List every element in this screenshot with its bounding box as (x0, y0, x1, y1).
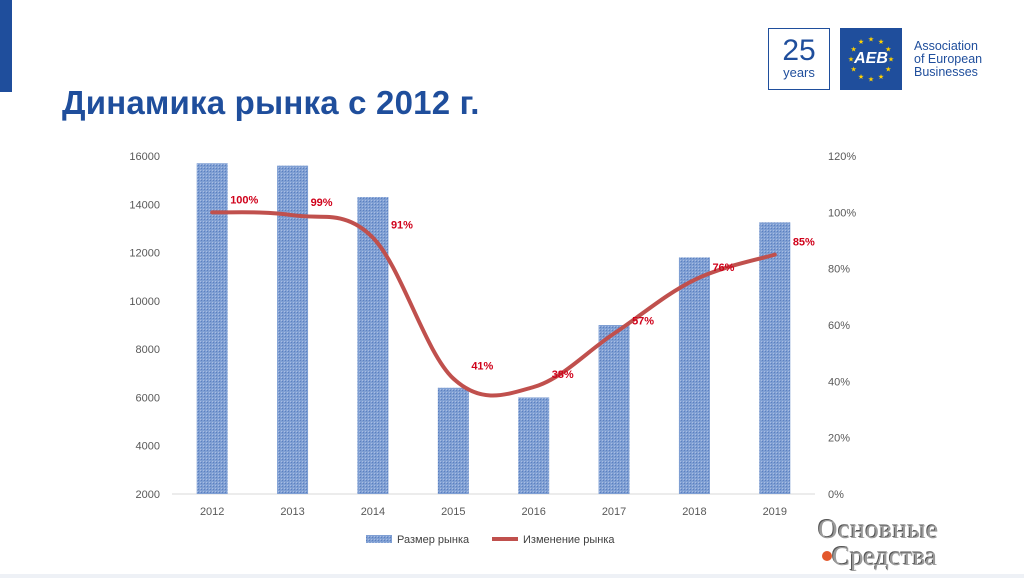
anniversary-label: years (783, 65, 815, 80)
bar (277, 165, 309, 494)
y-left-tick-label: 2000 (136, 489, 160, 501)
data-label: 85% (793, 237, 815, 249)
slide-accent-bar (0, 0, 12, 92)
star-icon: ★ (858, 38, 864, 46)
star-icon: ★ (878, 38, 884, 46)
y-right-tick-label: 60% (828, 320, 850, 332)
bar (759, 222, 791, 494)
star-icon: ★ (848, 56, 854, 64)
watermark-line1: Основные (818, 514, 939, 544)
legend-label: Размер рынка (397, 534, 470, 546)
x-tick-label: 2017 (602, 506, 626, 518)
series-line (210, 210, 777, 398)
data-label: 41% (471, 361, 493, 373)
aeb-name: Association of European Businesses (914, 40, 982, 79)
x-tick-label: 2013 (280, 506, 304, 518)
star-icon: ★ (868, 76, 874, 84)
y-right-tick-label: 20% (828, 433, 850, 445)
watermark: Основные Средства (818, 516, 1014, 570)
watermark-dot-icon (822, 551, 832, 561)
y-right-tick-label: 80% (828, 264, 850, 276)
x-tick-label: 2012 (200, 506, 224, 518)
star-icon: ★ (851, 66, 857, 74)
y-left-tick-label: 4000 (136, 441, 160, 453)
y-left-tick-label: 12000 (129, 248, 160, 260)
y-right-tick-label: 100% (828, 207, 856, 219)
watermark-line2: Средства (832, 541, 938, 571)
star-icon: ★ (858, 73, 864, 81)
slide-footer-strip (0, 574, 1024, 578)
bar (357, 197, 389, 495)
data-label: 91% (391, 220, 413, 232)
x-tick-label: 2016 (521, 506, 545, 518)
data-label: 57% (632, 315, 654, 327)
anniversary-logo: 25 years (768, 28, 830, 90)
star-icon: ★ (888, 56, 894, 64)
slide-title: Динамика рынка с 2012 г. (62, 84, 480, 121)
x-tick-label: 2014 (361, 506, 385, 518)
bar (678, 257, 710, 494)
aeb-name-line: of European (914, 52, 983, 66)
aeb-abbreviation: AEB (854, 50, 888, 67)
star-icon: ★ (868, 36, 874, 44)
legend-label: Изменение рынка (523, 534, 615, 546)
x-tick-label: 2015 (441, 506, 465, 518)
bar (437, 387, 469, 494)
legend-bar-swatch (366, 535, 392, 543)
y-left-tick-label: 8000 (136, 344, 160, 356)
y-right-tick-label: 40% (828, 376, 850, 388)
aeb-logo: ★ ★ ★ ★ ★ ★ ★ ★ ★ ★ ★ ★ AEB (840, 28, 902, 90)
x-tick-label: 2019 (763, 506, 787, 518)
x-tick-label: 2018 (682, 506, 706, 518)
bar (518, 397, 550, 494)
star-icon: ★ (878, 73, 884, 81)
star-icon: ★ (885, 66, 891, 74)
y-left-tick-label: 14000 (129, 199, 160, 211)
data-label: 38% (552, 369, 574, 381)
star-icon: ★ (851, 46, 857, 54)
y-right-tick-label: 0% (828, 489, 844, 501)
data-label: 99% (311, 197, 333, 209)
aeb-name-line: Businesses (914, 65, 978, 79)
anniversary-number: 25 (782, 34, 816, 67)
bar (598, 325, 630, 494)
y-left-tick-label: 16000 (129, 151, 160, 163)
aeb-name-line: Association (914, 39, 978, 53)
eu-stars-icon: ★★★★★★★★★ ★ ★★ (848, 36, 894, 84)
data-label: 100% (230, 194, 258, 206)
bar (196, 163, 228, 494)
y-left-tick-label: 6000 (136, 392, 160, 404)
y-left-tick-label: 10000 (129, 296, 160, 308)
data-label: 76% (712, 262, 734, 274)
star-icon: ★ (885, 46, 891, 54)
y-right-tick-label: 120% (828, 151, 856, 163)
